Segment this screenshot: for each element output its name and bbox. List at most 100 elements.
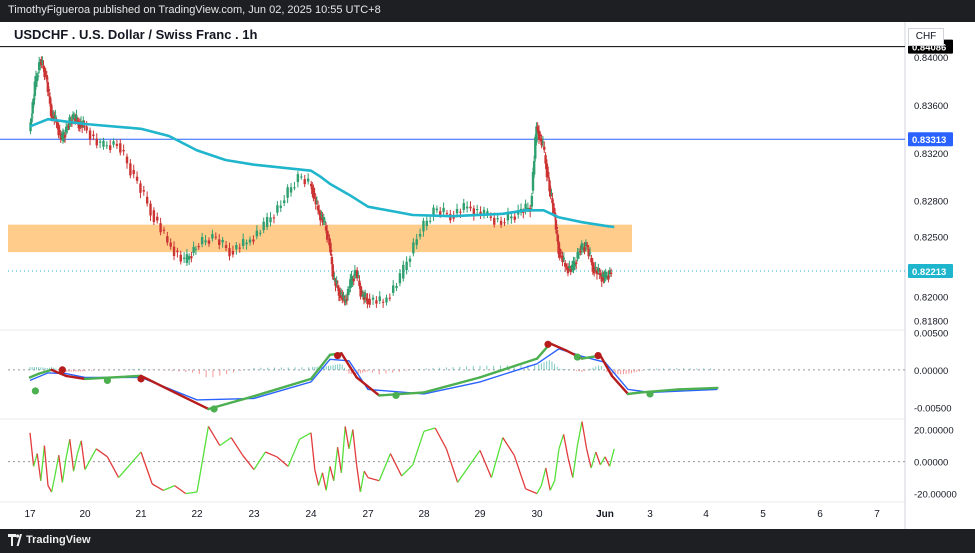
candle-body [537,130,541,140]
publish-info: TimothyFigueroa published on TradingView… [8,4,381,16]
candle-body [392,285,395,293]
momentum-line [340,426,346,473]
candle-body [610,272,613,274]
candle-body [32,98,35,105]
candle-body [72,115,76,117]
momentum-line [490,437,504,478]
momentum-line [329,466,335,481]
candle-body [317,210,321,213]
symbol-title[interactable]: USDCHF . U.S. Dollar / Swiss Franc . 1h [14,27,258,42]
candle-body [187,256,191,260]
candle-body [591,262,595,272]
candle-body [577,253,581,255]
oscillator-fast-line [355,376,381,397]
momentum-line [595,451,602,466]
candle-body [320,214,323,216]
candle-body [238,247,241,249]
candle-body [85,126,88,131]
candle-body [315,200,319,202]
time-tick-label: 20 [79,509,91,520]
candle-body [359,285,362,297]
momentum-line [348,429,354,449]
momentum-line [314,469,320,486]
oscillator-fast-line [378,391,426,397]
candle-body [172,246,176,256]
candle-body [347,290,351,292]
candle-body [510,216,513,219]
candle-body [156,216,159,221]
candle-body [459,211,462,213]
time-tick-label: Jun [596,509,614,520]
candle-body [135,176,139,181]
oscillator-fast-line [252,377,313,398]
candle-body [482,209,486,214]
momentum-line [479,450,492,478]
candle-body [418,233,422,237]
candle-body [531,171,535,191]
candle-body [306,178,310,182]
candle-body [469,206,472,209]
candle-body [472,208,476,216]
candle-body [599,274,603,276]
candle-body [363,292,367,298]
candle-body [265,216,269,228]
momentum-line [321,472,327,491]
candle-body [83,125,86,127]
candle-body [395,285,398,289]
momentum-line [54,455,60,475]
momentum-line [344,426,350,449]
candle-body [200,237,204,245]
candle-body [342,294,345,298]
candle-body [594,267,597,269]
candle-body [259,232,262,234]
currency-button[interactable]: CHF [908,28,944,46]
momentum-tick-label: 0.00000 [914,458,948,469]
candle-body [432,207,435,216]
candle-body [214,236,218,238]
candle-body [465,206,469,209]
candle-body [319,212,322,221]
candle-body [435,208,439,211]
candle-body [371,297,375,300]
oscillator-fast-line [626,391,643,396]
candle-body [283,200,286,204]
candle-body [194,248,198,250]
momentum-line [359,471,365,493]
candle-body [534,137,537,159]
candle-body [569,268,572,273]
candle-body [601,274,604,277]
momentum-line [423,427,436,432]
candle-body [192,246,195,253]
time-tick-label: 5 [760,509,766,520]
oscillator-fast-line [173,391,210,411]
candle-body [142,190,145,192]
candle-body [152,210,156,222]
momentum-line [219,437,232,447]
candle-body [557,241,560,254]
candle-body [303,179,306,185]
candle-body [221,239,224,243]
time-tick-label: 7 [874,509,880,520]
momentum-line [502,437,515,456]
candle-body [341,295,344,301]
candle-body [535,126,538,143]
candle-body [66,129,69,131]
candle-body [398,273,402,284]
candle-body [125,156,129,164]
momentum-line [185,491,198,495]
momentum-line [336,447,343,473]
oscillator-signal-dot [103,376,111,384]
candle-body [333,278,336,280]
momentum-line [412,430,425,466]
candle-body [334,280,337,286]
candle-body [566,267,570,274]
momentum-line [299,432,312,440]
candle-body [439,211,442,215]
oscillator-fast-line [28,372,41,379]
candle-body [35,75,39,82]
candle-body [375,300,378,304]
momentum-line [562,434,569,459]
candle-body [231,250,235,255]
candle-body [526,207,530,210]
